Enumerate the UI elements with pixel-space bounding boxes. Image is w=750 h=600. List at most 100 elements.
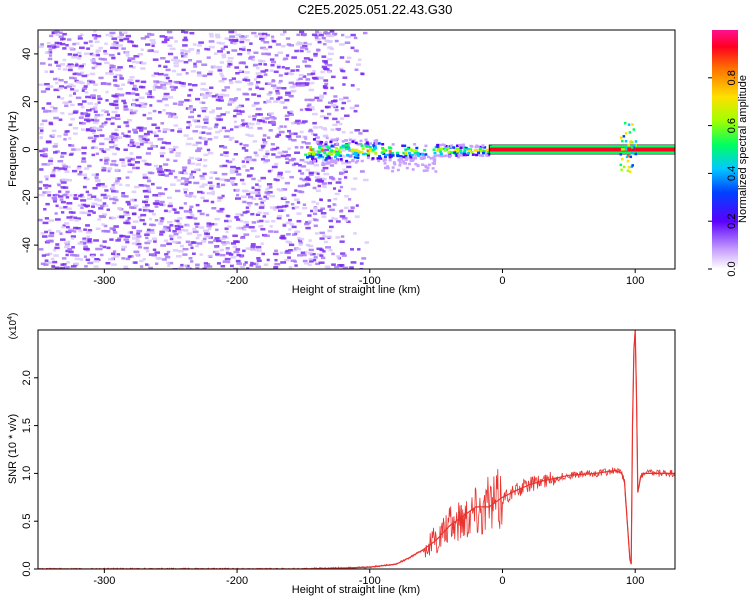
heatmap-cell	[296, 201, 301, 204]
heatmap-cell	[134, 161, 141, 164]
heatmap-cell	[216, 118, 222, 121]
heatmap-cell	[627, 123, 631, 126]
heatmap-cell	[115, 114, 120, 117]
heatmap-cell	[308, 248, 314, 252]
heatmap-cell	[271, 35, 275, 39]
heatmap-cell	[80, 199, 87, 202]
heatmap-cell	[627, 144, 630, 147]
heatmap-cell	[195, 163, 202, 166]
heatmap-cell	[239, 40, 245, 44]
heatmap-cell	[294, 230, 301, 234]
heatmap-cell	[140, 80, 147, 84]
heatmap-cell	[59, 266, 65, 269]
heatmap-cell	[229, 177, 236, 180]
heatmap-cell	[360, 72, 364, 75]
heatmap-cell	[78, 46, 85, 50]
heatmap-cell	[190, 70, 196, 73]
heatmap-cell	[383, 162, 387, 165]
heatmap-cell	[318, 125, 323, 129]
heatmap-cell	[39, 168, 44, 171]
heatmap-cell	[262, 215, 267, 218]
heatmap-cell	[323, 92, 327, 95]
heatmap-cell	[131, 158, 135, 161]
heatmap-cell	[113, 255, 120, 258]
heatmap-cell	[149, 33, 155, 36]
heatmap-cell	[347, 141, 351, 145]
heatmap-cell	[294, 189, 298, 192]
heatmap-cell	[466, 153, 470, 157]
heatmap-cell	[187, 137, 194, 140]
heatmap-cell	[279, 33, 285, 36]
heatmap-cell	[315, 141, 319, 144]
heatmap-cell	[227, 225, 232, 228]
heatmap-cell	[291, 121, 295, 125]
heatmap-cell	[265, 52, 271, 56]
heatmap-cell	[630, 146, 634, 149]
heatmap-cell	[458, 143, 462, 147]
heatmap-cell	[239, 142, 243, 146]
heatmap-cell	[285, 161, 290, 164]
heatmap-cell	[208, 187, 214, 190]
heatmap-cell	[628, 131, 632, 134]
heatmap-cell	[167, 204, 173, 208]
heatmap-cell	[329, 140, 333, 144]
heatmap-cell	[113, 182, 119, 185]
heatmap-cell	[91, 255, 95, 258]
heatmap-cell	[49, 231, 55, 235]
heatmap-y-axis-label: Frequency (Hz)	[7, 111, 19, 187]
heatmap-cell	[144, 203, 150, 207]
heatmap-cell	[70, 117, 75, 121]
heatmap-cell	[331, 177, 336, 181]
heatmap-cell	[91, 61, 96, 64]
heatmap-cell	[219, 248, 225, 252]
heatmap-cell	[276, 65, 281, 69]
heatmap-cell	[45, 239, 51, 243]
heatmap-cell	[193, 65, 198, 68]
heatmap-cell	[362, 129, 369, 133]
heatmap-cell	[269, 58, 275, 61]
heatmap-cell	[115, 73, 121, 77]
heatmap-cell	[246, 160, 250, 164]
heatmap-cell	[173, 61, 179, 65]
heatmap-cell	[45, 190, 52, 194]
heatmap-cell	[267, 121, 273, 124]
heatmap-cell	[38, 218, 43, 222]
colorbar-tick-label: 0.8	[726, 70, 738, 85]
heatmap-cell	[299, 237, 305, 241]
heatmap-cell	[264, 191, 268, 194]
heatmap-cell	[290, 259, 296, 263]
heatmap-cell	[81, 63, 86, 66]
heatmap-cell	[203, 264, 210, 268]
heatmap-cell	[216, 182, 220, 186]
heatmap-cell	[315, 202, 320, 205]
heatmap-cell	[259, 35, 263, 38]
heatmap-cell	[288, 228, 292, 231]
heatmap-cell	[313, 159, 317, 163]
heatmap-cell	[50, 257, 55, 261]
heatmap-cell	[351, 206, 355, 210]
heatmap-cell	[228, 79, 233, 82]
heatmap-cell	[123, 238, 129, 241]
heatmap-cell	[285, 221, 292, 225]
heatmap-cell	[61, 257, 67, 260]
heatmap-cell	[80, 206, 84, 210]
heatmap-cell	[106, 230, 111, 233]
heatmap-cell	[311, 112, 318, 116]
heatmap-cell	[322, 84, 328, 88]
heatmap-cell	[316, 136, 320, 139]
heatmap-cell	[270, 118, 274, 122]
heatmap-cell	[70, 88, 75, 91]
heatmap-cell	[439, 150, 443, 153]
heatmap-cell	[105, 261, 111, 265]
heatmap-cell	[350, 33, 356, 37]
heatmap-cell	[631, 123, 634, 126]
heatmap-cell	[85, 73, 89, 77]
heatmap-cell	[86, 113, 91, 116]
heatmap-cell	[139, 143, 144, 146]
heatmap-cell	[187, 181, 192, 184]
heatmap-cell	[316, 172, 320, 176]
heatmap-cell	[60, 181, 67, 184]
heatmap-cell	[273, 70, 279, 74]
heatmap-cell	[192, 130, 199, 133]
heatmap-cell	[344, 147, 348, 151]
